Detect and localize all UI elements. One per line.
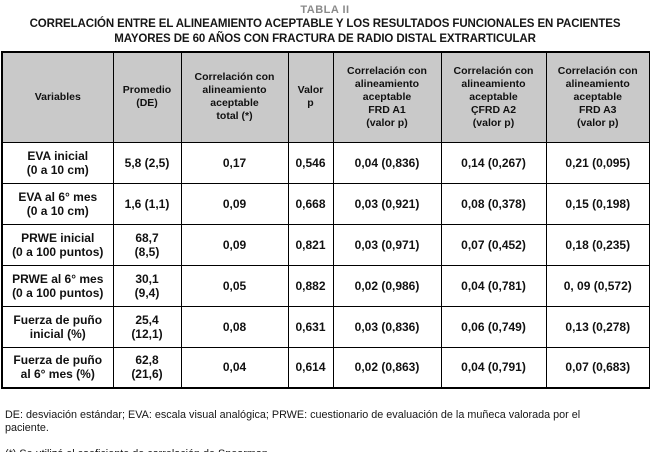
table-row-prwe-inicial: PRWE inicial (0 a 100 puntos) 68,7 (8,5)… [1,223,650,266]
footnote-asterisk: (*) Se utilizó el coeficiente de correla… [5,448,647,452]
cell-valor-p: 0,631 [287,305,334,348]
header-valor-p: Valor p [287,51,334,143]
table-title-line-2: MAYORES DE 60 AÑOS CON FRACTURA DE RADIO… [114,33,536,45]
cell-promedio: 62,8 (21,6) [112,346,182,389]
cell-cfrd-a2: 0,08 (0,378) [440,182,547,225]
header-correlacion-cfrd-a2: Correlación con alineamiento aceptable Ç… [440,51,547,143]
header-variables: Variables [1,51,114,143]
footnote-abbreviations: DE: desviación estándar; EVA: escala vis… [5,409,581,434]
cell-correlacion-total: 0,04 [180,346,289,389]
cell-frd-a3: 0, 09 (0,572) [545,264,650,307]
cell-valor-p: 0,821 [287,223,334,266]
cell-valor-p: 0,668 [287,182,334,225]
table-label: TABLA II [300,4,350,16]
header-correlacion-total: Correlación con alineamiento aceptable t… [180,51,289,143]
cell-promedio: 5,8 (2,5) [112,141,182,184]
header-correlacion-frd-a3: Correlación con alineamiento aceptable F… [545,51,650,143]
cell-variable: PRWE inicial (0 a 100 puntos) [1,223,114,266]
cell-frd-a1: 0,04 (0,836) [332,141,442,184]
cell-correlacion-total: 0,05 [180,264,289,307]
cell-frd-a1: 0,02 (0,863) [332,346,442,389]
cell-cfrd-a2: 0,06 (0,749) [440,305,547,348]
cell-valor-p: 0,546 [287,141,334,184]
cell-valor-p: 0,882 [287,264,334,307]
cell-promedio: 1,6 (1,1) [112,182,182,225]
cell-frd-a1: 0,02 (0,986) [332,264,442,307]
cell-correlacion-total: 0,08 [180,305,289,348]
table-row-prwe-6-mes: PRWE al 6° mes (0 a 100 puntos) 30,1 (9,… [1,264,650,307]
cell-correlacion-total: 0,17 [180,141,289,184]
footnotes: DE: desviación estándar; EVA: escala vis… [5,396,647,452]
cell-variable: PRWE al 6° mes (0 a 100 puntos) [1,264,114,307]
table-title-line-1: CORRELACIÓN ENTRE EL ALINEAMIENTO ACEPTA… [29,18,621,30]
cell-cfrd-a2: 0,07 (0,452) [440,223,547,266]
table-row-eva-inicial: EVA inicial (0 a 10 cm) 5,8 (2,5) 0,17 0… [1,141,650,184]
table-header-row: Variables Promedio (DE) Correlación con … [1,51,650,143]
cell-cfrd-a2: 0,04 (0,791) [440,346,547,389]
cell-correlacion-total: 0,09 [180,182,289,225]
cell-frd-a1: 0,03 (0,971) [332,223,442,266]
header-correlacion-frd-a1: Correlación con alineamiento aceptable F… [332,51,442,143]
cell-promedio: 68,7 (8,5) [112,223,182,266]
title-block: TABLA II CORRELACIÓN ENTRE EL ALINEAMIEN… [1,3,649,47]
table-row-fuerza-inicial: Fuerza de puño inicial (%) 25,4 (12,1) 0… [1,305,650,348]
cell-frd-a1: 0,03 (0,836) [332,305,442,348]
cell-cfrd-a2: 0,14 (0,267) [440,141,547,184]
cell-variable: EVA inicial (0 a 10 cm) [1,141,114,184]
correlation-table: Variables Promedio (DE) Correlación con … [1,51,650,389]
cell-correlacion-total: 0,09 [180,223,289,266]
cell-valor-p: 0,614 [287,346,334,389]
cell-frd-a3: 0,07 (0,683) [545,346,650,389]
cell-variable: Fuerza de puño al 6° mes (%) [1,346,114,389]
cell-promedio: 30,1 (9,4) [112,264,182,307]
cell-variable: EVA al 6° mes (0 a 10 cm) [1,182,114,225]
cell-variable: Fuerza de puño inicial (%) [1,305,114,348]
cell-promedio: 25,4 (12,1) [112,305,182,348]
cell-frd-a3: 0,13 (0,278) [545,305,650,348]
cell-frd-a1: 0,03 (0,921) [332,182,442,225]
table-row-fuerza-6-mes: Fuerza de puño al 6° mes (%) 62,8 (21,6)… [1,346,650,389]
header-promedio-de: Promedio (DE) [112,51,182,143]
cell-cfrd-a2: 0,04 (0,781) [440,264,547,307]
cell-frd-a3: 0,21 (0,095) [545,141,650,184]
cell-frd-a3: 0,18 (0,235) [545,223,650,266]
cell-frd-a3: 0,15 (0,198) [545,182,650,225]
table-row-eva-6-mes: EVA al 6° mes (0 a 10 cm) 1,6 (1,1) 0,09… [1,182,650,225]
